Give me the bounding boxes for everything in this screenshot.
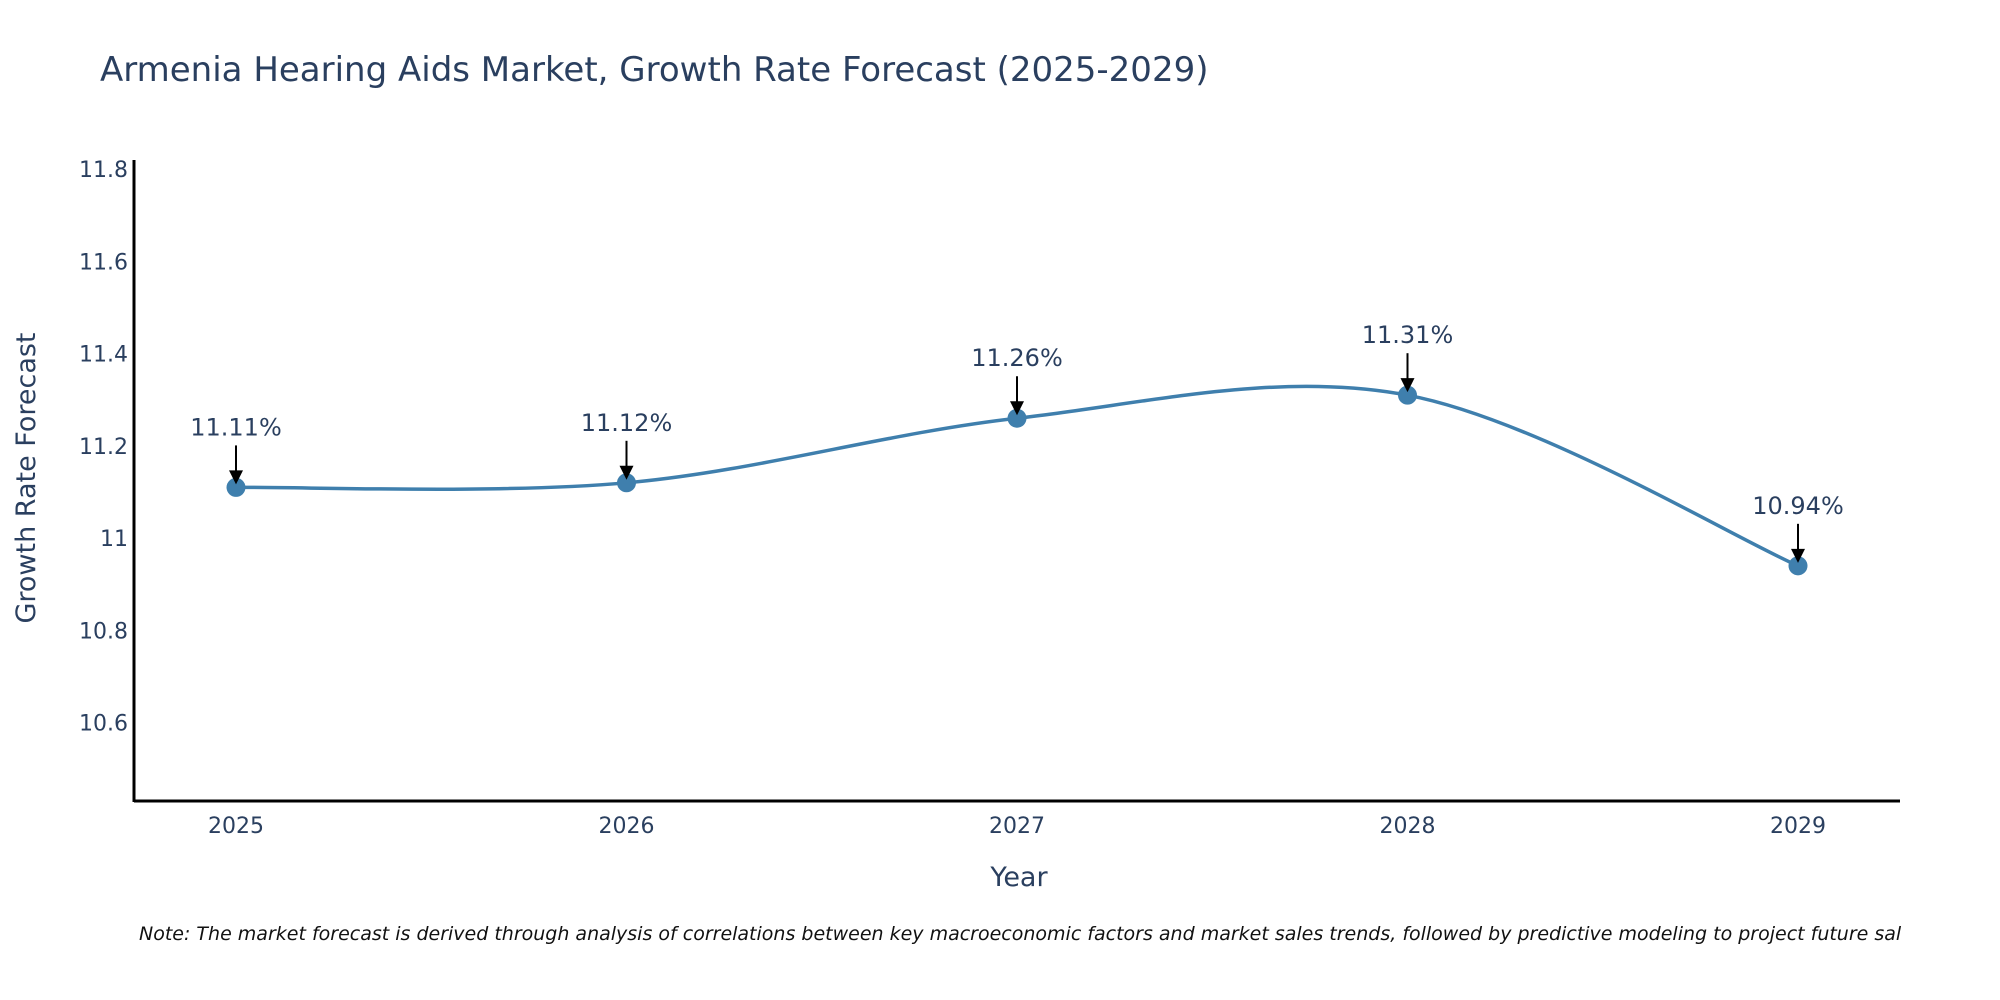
x-tick-label: 2028: [1380, 814, 1436, 839]
data-point-marker: [617, 473, 636, 493]
footnote: Note: The market forecast is derived thr…: [139, 923, 1902, 945]
data-value-label: 11.26%: [971, 344, 1063, 372]
y-tick-label: 11.4: [79, 343, 128, 368]
x-tick-label: 2029: [1770, 814, 1826, 839]
x-tick-label: 2025: [208, 814, 264, 839]
y-tick-label: 11.6: [79, 250, 128, 275]
data-value-label: 10.94%: [1752, 492, 1844, 520]
x-axis-title: Year: [989, 862, 1048, 893]
annotation-arrow-head: [229, 470, 243, 485]
data-markers: [226, 385, 1808, 576]
data-point-marker: [1788, 556, 1808, 576]
data-point-marker: [1007, 408, 1027, 428]
y-axis-title: Growth Rate Forecast: [11, 332, 42, 623]
data-point-marker: [226, 477, 246, 497]
y-tick-label: 10.6: [79, 712, 128, 737]
y-axis-ticks: 10.6 10.8 11 11.2 11.4 11.6 11.8: [79, 158, 128, 736]
x-axis-ticks: 2025 2026 2027 2028 2029: [208, 814, 1826, 839]
annotation-arrow-head: [1791, 548, 1805, 563]
y-tick-label: 11: [100, 527, 128, 552]
x-tick-label: 2026: [599, 814, 655, 839]
data-value-label: 11.11%: [190, 413, 282, 441]
y-tick-label: 11.8: [79, 158, 128, 183]
y-tick-label: 10.8: [79, 619, 128, 644]
x-tick-label: 2027: [989, 814, 1045, 839]
annotation-arrow-head: [619, 465, 634, 480]
data-value-label: 11.31%: [1362, 321, 1454, 349]
annotation-arrow-head: [1400, 378, 1415, 393]
data-point-marker: [1398, 385, 1417, 405]
y-tick-label: 11.2: [79, 435, 128, 460]
chart-title: Armenia Hearing Aids Market, Growth Rate…: [100, 50, 1208, 90]
data-annotations: 11.11% 11.12% 11.26% 11.31% 10.94%: [190, 321, 1844, 563]
data-value-label: 11.12%: [581, 409, 673, 437]
annotation-arrow-head: [1010, 401, 1024, 416]
